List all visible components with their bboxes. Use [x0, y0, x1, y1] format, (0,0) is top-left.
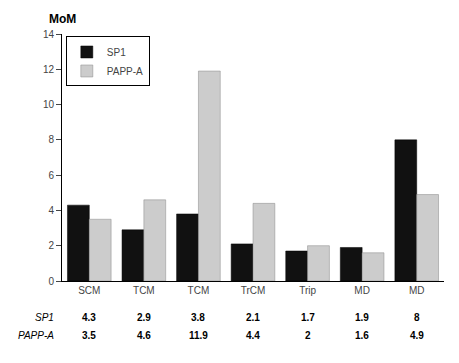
svg-text:4.3: 4.3: [82, 312, 96, 323]
svg-text:6: 6: [48, 170, 54, 181]
svg-text:SP1: SP1: [35, 312, 54, 323]
svg-text:8: 8: [414, 312, 420, 323]
svg-text:14: 14: [43, 29, 55, 40]
svg-text:4.9: 4.9: [410, 330, 424, 341]
svg-text:MD: MD: [409, 285, 425, 296]
svg-text:PAPP-A: PAPP-A: [107, 66, 143, 77]
svg-text:Trip: Trip: [299, 285, 316, 296]
svg-text:1.7: 1.7: [301, 312, 315, 323]
svg-text:TrCM: TrCM: [241, 285, 266, 296]
svg-text:0: 0: [48, 276, 54, 287]
svg-text:1.6: 1.6: [355, 330, 369, 341]
svg-text:TCM: TCM: [188, 285, 210, 296]
svg-text:10: 10: [43, 99, 55, 110]
svg-text:2: 2: [305, 330, 311, 341]
svg-text:8: 8: [48, 134, 54, 145]
svg-text:2.1: 2.1: [246, 312, 260, 323]
svg-text:4: 4: [48, 205, 54, 216]
svg-text:1.9: 1.9: [355, 312, 369, 323]
svg-text:2.9: 2.9: [137, 312, 151, 323]
svg-text:4.4: 4.4: [246, 330, 260, 341]
svg-text:12: 12: [43, 64, 55, 75]
svg-text:4.6: 4.6: [137, 330, 151, 341]
svg-text:MD: MD: [354, 285, 370, 296]
svg-text:3.5: 3.5: [82, 330, 96, 341]
svg-text:PAPP-A: PAPP-A: [18, 330, 54, 341]
svg-text:SP1: SP1: [107, 47, 126, 58]
svg-text:TCM: TCM: [133, 285, 155, 296]
svg-text:3.8: 3.8: [191, 312, 205, 323]
svg-text:2: 2: [48, 240, 54, 251]
svg-text:11.9: 11.9: [189, 330, 208, 341]
svg-text:SCM: SCM: [78, 285, 100, 296]
svg-text:MoM: MoM: [49, 12, 76, 26]
